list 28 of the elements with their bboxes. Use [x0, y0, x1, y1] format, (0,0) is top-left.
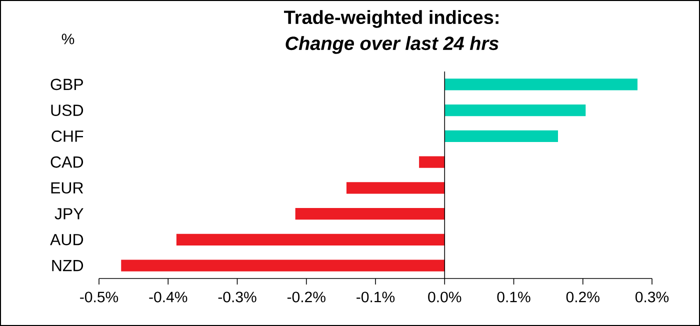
- bar: [444, 78, 638, 90]
- y-tick-label: CAD: [50, 156, 84, 168]
- bar: [419, 156, 445, 168]
- bar: [295, 208, 445, 220]
- x-tick-label: 0.0%: [428, 292, 462, 302]
- chart-subtitle: Change over last 24 hrs: [286, 36, 499, 54]
- bar: [346, 182, 445, 194]
- y-tick-label: NZD: [52, 260, 84, 272]
- bar: [444, 104, 586, 116]
- y-axis-title: %: [62, 34, 74, 44]
- y-tick-label: USD: [51, 104, 84, 116]
- y-tick-label: JPY: [54, 208, 84, 220]
- y-tick-label: AUD: [50, 234, 84, 246]
- bar: [176, 234, 445, 246]
- chart-title: Trade-weighted indices:: [284, 10, 498, 28]
- x-tick-label: -0.3%: [218, 292, 256, 302]
- x-tick-label: -0.5%: [80, 292, 118, 302]
- x-tick-label: 0.1%: [497, 292, 530, 302]
- bar: [121, 260, 445, 272]
- x-tick-label: -0.2%: [287, 292, 326, 302]
- y-tick-label: EUR: [51, 182, 84, 194]
- x-tick-label: -0.4%: [149, 292, 188, 302]
- x-tick-label: 0.3%: [635, 292, 669, 302]
- x-tick-label: -0.1%: [356, 292, 395, 302]
- bar: [444, 130, 558, 142]
- y-tick-label: CHF: [52, 130, 84, 142]
- x-tick-label: 0.2%: [566, 292, 600, 302]
- y-tick-label: GBP: [50, 78, 83, 90]
